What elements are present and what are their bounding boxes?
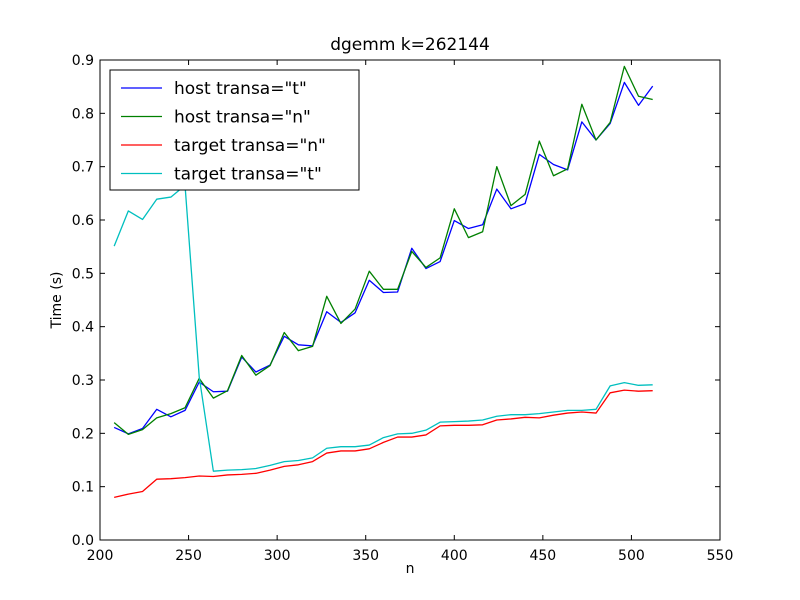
y-tick-label: 0.8	[72, 106, 94, 122]
legend-label-4: target transa="t"	[174, 165, 322, 185]
x-tick-label: 250	[175, 548, 202, 564]
y-tick-label: 0.9	[72, 53, 94, 69]
y-tick-label: 0.0	[72, 533, 94, 549]
y-tick-label: 0.6	[72, 213, 94, 229]
series-line-4	[113, 184, 653, 472]
series-line-2	[113, 65, 653, 436]
x-tick-label: 400	[441, 548, 468, 564]
y-tick-label: 0.3	[72, 373, 94, 389]
y-tick-label: 0.1	[72, 480, 94, 496]
legend-label-1: host transa="t"	[174, 79, 307, 99]
x-axis: 200 250 300 350 400 450 500 550	[87, 60, 734, 564]
x-tick-label: 500	[618, 548, 645, 564]
y-tick-label: 0.7	[72, 160, 94, 176]
y-axis-label: Time (s)	[49, 272, 65, 330]
chart-title: dgemm k=262144	[330, 35, 490, 55]
x-tick-label: 300	[264, 548, 291, 564]
plot-frame	[99, 59, 721, 541]
legend-label-2: host transa="n"	[174, 108, 311, 128]
x-tick-label: 550	[707, 548, 734, 564]
y-tick-label: 0.5	[72, 266, 94, 282]
y-axis: 0.0 0.1 0.2 0.3 0.4 0.5 0.6 0.7 0.8 0.9	[72, 53, 720, 549]
y-tick-label: 0.2	[72, 426, 94, 442]
x-axis-label: n	[406, 561, 415, 577]
x-tick-label: 350	[352, 548, 379, 564]
x-tick-label: 200	[87, 548, 114, 564]
series-line-3	[114, 389, 653, 498]
legend-box	[109, 69, 360, 191]
y-tick-label: 0.4	[72, 320, 94, 336]
legend-label-3: target transa="n"	[174, 136, 326, 156]
plot-lines	[113, 65, 654, 498]
legend: host transa="t" host transa="n" target tra…	[109, 69, 360, 191]
x-tick-label: 450	[529, 548, 556, 564]
